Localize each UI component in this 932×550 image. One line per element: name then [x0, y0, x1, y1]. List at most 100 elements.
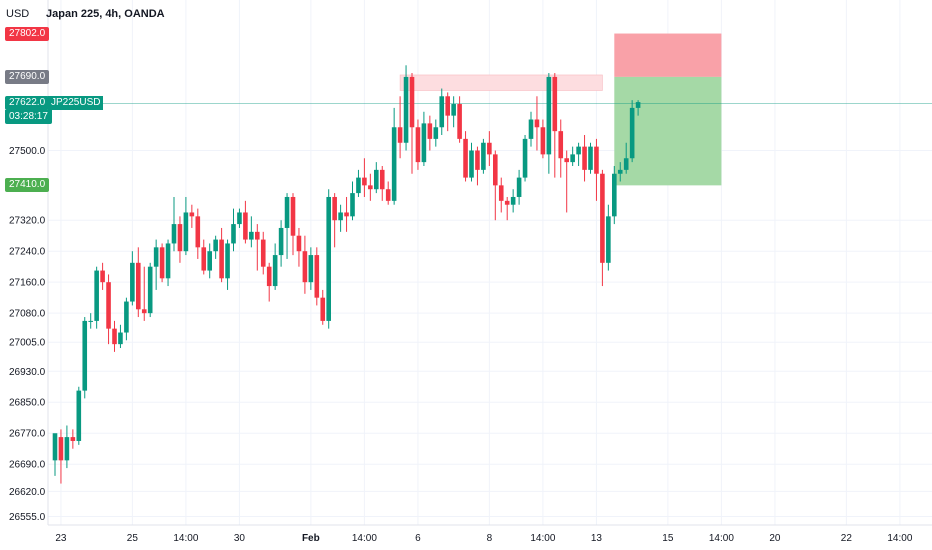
candle-body [136, 262, 141, 310]
candle-body [255, 231, 260, 240]
x-tick-label: 20 [769, 533, 781, 544]
x-tick-label: 15 [662, 533, 674, 544]
candle-body [540, 127, 546, 155]
candle-body [582, 146, 587, 170]
candle-body [260, 239, 266, 267]
candle-body [493, 154, 498, 186]
y-tick-label: 26850.0 [9, 398, 46, 409]
candle-body [564, 158, 569, 163]
y-tick-label: 26555.0 [9, 512, 46, 523]
candle-body [362, 177, 367, 186]
candle-body [76, 390, 82, 441]
candle-body [106, 282, 111, 329]
candle-body [326, 196, 331, 321]
candle-body [457, 104, 462, 139]
candle-body [356, 177, 361, 194]
target-price-tag: 27410.0 [5, 178, 50, 193]
candle-body [487, 142, 492, 155]
candle-body [130, 262, 135, 302]
candle-body [314, 255, 320, 298]
candle-body [463, 138, 468, 178]
candle-body [552, 76, 558, 132]
candle-body [385, 189, 391, 201]
candle-body [350, 193, 355, 217]
candle-body [606, 216, 611, 263]
candle-body [118, 332, 123, 345]
candle-body [177, 224, 183, 252]
candle-body [427, 123, 433, 139]
candle-body [159, 247, 165, 279]
stop-price-tag: 27802.0 [5, 26, 50, 41]
x-tick-label: 25 [127, 533, 139, 544]
y-tick-label: 27080.0 [9, 309, 46, 320]
candle-body [320, 297, 326, 321]
candle-body [403, 76, 409, 143]
stop-loss-zone [614, 33, 722, 77]
symbol-title[interactable]: Japan 225, 4h, OANDA [46, 8, 165, 20]
y-tick-label: 27500.0 [9, 146, 46, 157]
candle-body [237, 212, 242, 225]
candle-body [635, 102, 641, 108]
x-tick-label: 14:00 [352, 533, 377, 544]
candle-body [302, 251, 308, 283]
x-tick-label: 14:00 [709, 533, 734, 544]
candle-body [421, 123, 427, 163]
candle-body [612, 173, 617, 217]
candle-body [201, 247, 207, 271]
candle-body [195, 216, 201, 248]
y-tick-label: 26690.0 [9, 460, 46, 471]
candle-body [141, 309, 147, 314]
candle-body [82, 320, 88, 391]
y-tick-label: 27240.0 [9, 247, 46, 258]
candle-body [266, 266, 272, 287]
candle-body [498, 185, 504, 201]
candle-body [189, 212, 195, 217]
candle-body [588, 146, 593, 170]
candle-body [374, 169, 379, 190]
candle-body [52, 433, 58, 461]
candle-body [570, 154, 575, 163]
y-tick-label: 27005.0 [9, 338, 46, 349]
candle-body [272, 255, 278, 287]
candle-body [439, 96, 445, 128]
candle-body [528, 119, 534, 139]
candle-body [284, 196, 290, 228]
candle-body [219, 239, 224, 279]
x-tick-label: 6 [415, 533, 421, 544]
y-tick-label: 27160.0 [9, 278, 46, 289]
candle-body [397, 127, 403, 143]
candle-body [546, 76, 552, 155]
candle-body [481, 142, 486, 170]
candle-body [58, 437, 64, 461]
x-tick-label: 8 [487, 533, 493, 544]
candle-body [296, 235, 302, 252]
resistance-zone [399, 74, 603, 91]
candle-body [153, 247, 159, 267]
candle-body [594, 146, 599, 174]
candle-body [558, 131, 564, 159]
x-tick-label: 30 [234, 533, 246, 544]
x-tick-label: 13 [591, 533, 603, 544]
candle-body [600, 173, 605, 263]
chart-header: USD Japan 225, 4h, OANDA [0, 6, 165, 22]
candle-body [510, 196, 516, 205]
x-tick-label: Feb [302, 533, 320, 544]
candle-body [207, 251, 212, 271]
candle-body [94, 270, 99, 321]
candle-body [231, 224, 236, 244]
candle-body [308, 255, 314, 283]
currency-label: USD [6, 8, 30, 20]
level-price-tag: 27690.0 [5, 69, 50, 84]
x-tick-label: 23 [55, 533, 67, 544]
candle-body [290, 196, 296, 236]
candle-body [332, 196, 337, 221]
candle-body [445, 96, 450, 116]
candle-body [475, 150, 480, 170]
candle-body [617, 169, 623, 174]
candle-body [368, 185, 373, 190]
candle-body [70, 437, 76, 441]
current-price-tag: 27622.0 [5, 96, 50, 111]
candle-body [433, 127, 439, 139]
candle-body [415, 127, 421, 163]
